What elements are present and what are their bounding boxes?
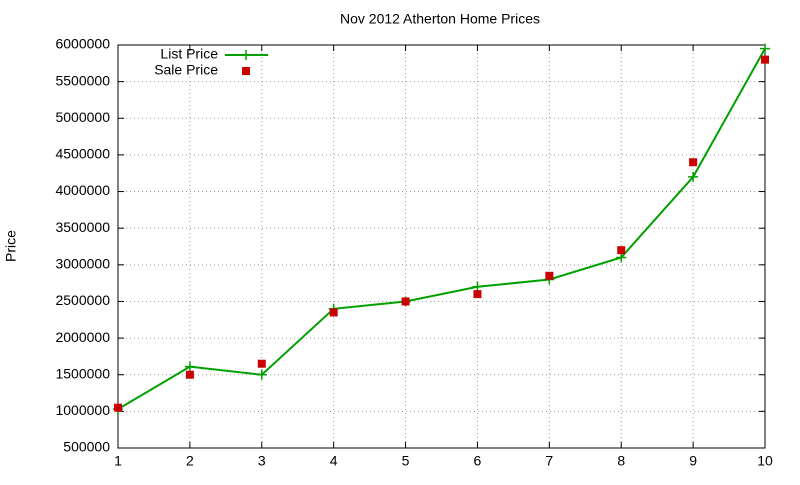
- data-point: [329, 308, 338, 317]
- legend-label: Sale Price: [154, 62, 218, 78]
- y-tick-label: 500000: [63, 439, 110, 455]
- data-point: [401, 297, 410, 306]
- x-tick-label: 6: [474, 453, 482, 469]
- y-tick-label: 6000000: [55, 36, 110, 52]
- y-tick-label: 4000000: [55, 182, 110, 198]
- data-point: [760, 43, 770, 54]
- data-point: [688, 171, 699, 182]
- y-axis-label: Price: [3, 230, 19, 262]
- y-tick-label: 3000000: [55, 256, 110, 272]
- x-tick-label: 8: [617, 453, 625, 469]
- data-point: [184, 361, 195, 372]
- x-tick-label: 4: [330, 453, 338, 469]
- legend-marker: [242, 67, 250, 75]
- y-tick-label: 3500000: [55, 219, 110, 235]
- legend-marker: [241, 50, 251, 60]
- chart-title: Nov 2012 Atherton Home Prices: [340, 11, 540, 27]
- data-point: [689, 158, 698, 167]
- data-point: [257, 359, 266, 368]
- series-line: [117, 48, 766, 411]
- x-tick-label: 2: [186, 453, 194, 469]
- data-point: [761, 55, 769, 64]
- x-tick-label: 1: [114, 453, 122, 469]
- y-tick-label: 4500000: [55, 146, 110, 162]
- data-point: [114, 403, 122, 412]
- y-tick-label: 2000000: [55, 329, 110, 345]
- data-point: [473, 290, 482, 299]
- data-point: [617, 246, 626, 255]
- x-tick-label: 10: [757, 453, 773, 469]
- data-point: [256, 369, 267, 380]
- data-point: [185, 370, 194, 379]
- x-tick-label: 5: [402, 453, 410, 469]
- plot-border: [117, 44, 766, 449]
- x-tick-label: 3: [258, 453, 266, 469]
- y-tick-label: 1500000: [55, 365, 110, 381]
- legend-label: List Price: [160, 46, 218, 62]
- y-tick-label: 5500000: [55, 72, 110, 88]
- y-tick-label: 1000000: [55, 402, 110, 418]
- x-tick-label: 9: [689, 453, 697, 469]
- x-tick-label: 7: [545, 453, 553, 469]
- y-tick-label: 5000000: [55, 109, 110, 125]
- y-tick-label: 2500000: [55, 292, 110, 308]
- data-point: [545, 271, 554, 280]
